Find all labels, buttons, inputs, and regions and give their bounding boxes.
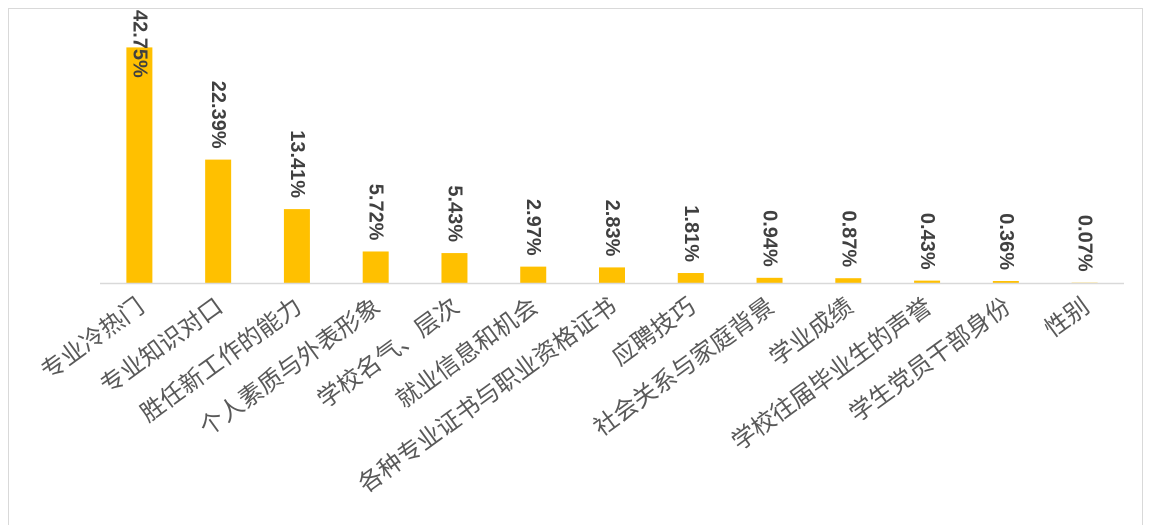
bar (205, 159, 232, 283)
data-label: 1.81% (680, 205, 702, 262)
data-label: 2.83% (601, 200, 623, 257)
bar (362, 251, 389, 283)
data-label: 0.43% (916, 213, 938, 270)
bar (126, 47, 153, 284)
category-label: 学校名气、层次 (313, 293, 465, 414)
data-label: 0.94% (759, 210, 781, 267)
bar (914, 280, 941, 283)
category-label: 性别 (1040, 293, 1095, 343)
bar (441, 253, 468, 283)
bar (677, 273, 704, 283)
data-label: 5.72% (365, 184, 387, 241)
bar (756, 277, 783, 283)
data-label: 13.41% (286, 130, 308, 198)
bar (835, 278, 862, 283)
data-label: 22.39% (207, 81, 229, 149)
chart-border (8, 8, 1143, 525)
data-label: 5.43% (443, 185, 465, 242)
data-label: 2.97% (522, 199, 544, 256)
data-label: 0.07% (1074, 215, 1096, 272)
bar (992, 281, 1019, 283)
data-label: 0.87% (837, 210, 859, 267)
bars-group (126, 47, 1098, 284)
bar (599, 267, 625, 283)
data-label: 42.75% (128, 10, 150, 78)
bar (283, 209, 310, 283)
category-labels-group: 专业冷热门专业知识对口胜任新工作的能力个人素质与外表形象学校名气、层次就业信息和… (36, 293, 1094, 498)
data-labels-group: 42.75% 22.39% 13.41% 5.72% 5.43% 2.97% 2.83% 1.… (128, 10, 1095, 272)
bar (520, 266, 547, 283)
data-label: 0.36% (995, 213, 1017, 270)
